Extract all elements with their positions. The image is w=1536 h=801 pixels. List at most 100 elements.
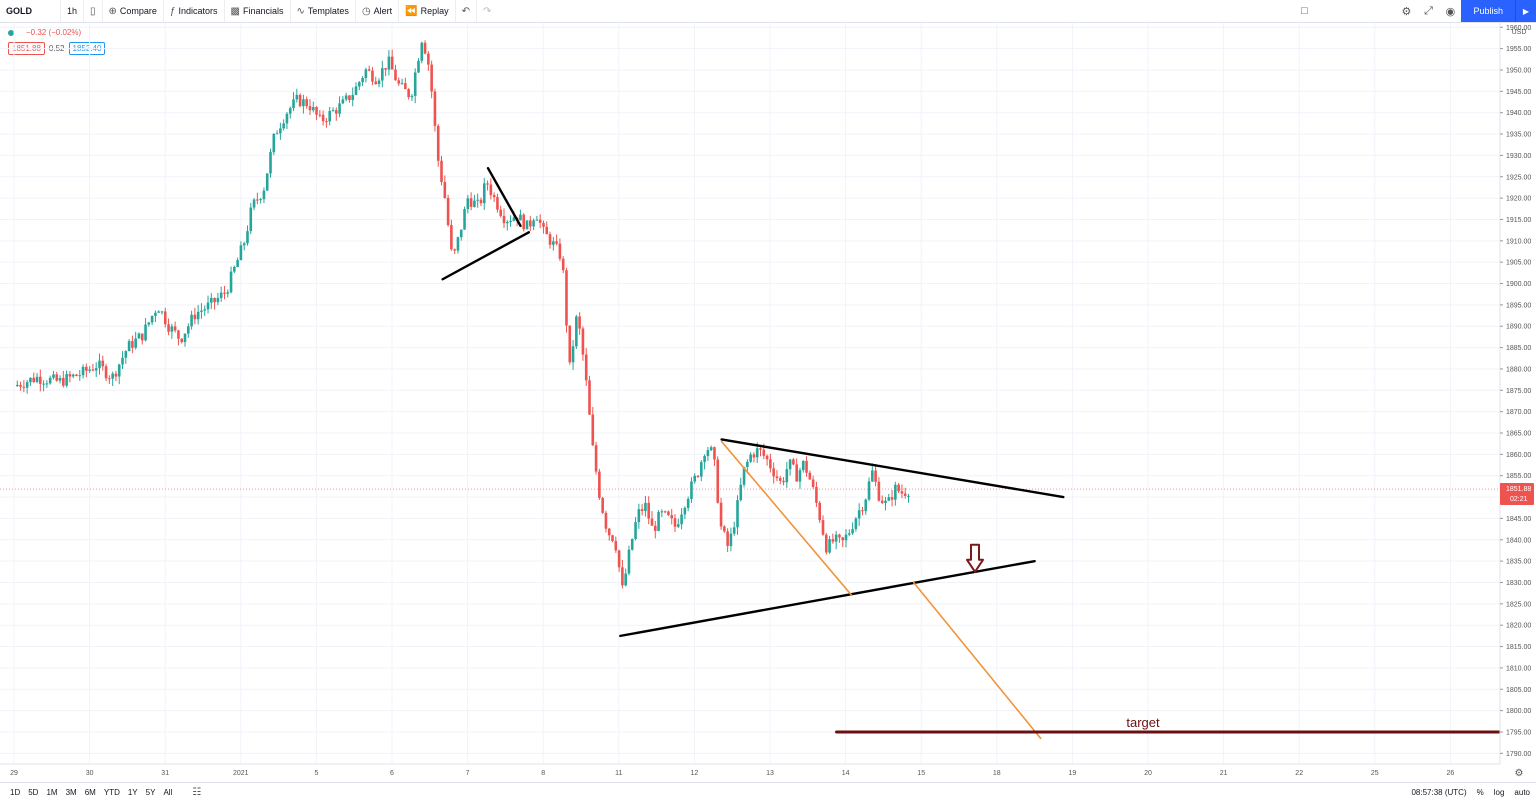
price-tick-label: 1845.00 — [1506, 516, 1531, 523]
range-all[interactable]: All — [163, 787, 173, 797]
projection-leg-1[interactable] — [720, 440, 853, 597]
candle-body — [55, 374, 59, 381]
price-tick-label: 1835.00 — [1506, 559, 1531, 566]
candle-body — [703, 456, 706, 463]
candle-body — [173, 326, 177, 331]
time-tick-label: 18 — [993, 770, 1001, 777]
candle-body — [407, 89, 410, 98]
play-button[interactable]: ▶ — [1515, 0, 1536, 22]
candle-body — [45, 383, 49, 385]
candle-body — [854, 518, 858, 530]
candle-body — [400, 83, 404, 85]
candle-body — [256, 199, 259, 201]
price-tick-label: 1810.00 — [1506, 665, 1531, 672]
candle-body — [660, 511, 664, 513]
redo-button[interactable]: ↷ — [477, 0, 497, 22]
candle-body — [22, 386, 26, 388]
candle-body — [32, 377, 36, 382]
candle-body — [358, 82, 361, 87]
price-tick-label: 1920.00 — [1506, 196, 1531, 203]
replay-button[interactable]: ⏪ Replay — [399, 0, 456, 22]
candle-body — [848, 533, 851, 535]
symbol-label: GOLD — [6, 6, 32, 16]
auto-toggle[interactable]: auto — [1514, 787, 1530, 797]
undo-button[interactable]: ↶ — [456, 0, 478, 22]
play-icon: ▶ — [1522, 6, 1530, 16]
price-axis[interactable] — [1500, 23, 1536, 782]
candle-body — [302, 99, 305, 107]
candle-body — [571, 346, 575, 363]
range-1m[interactable]: 1M — [46, 787, 58, 797]
price-tick-label: 1795.00 — [1506, 729, 1531, 736]
candle-body — [808, 472, 812, 480]
publish-button[interactable]: Publish — [1461, 0, 1515, 22]
alarm-clock-icon: ◷ — [361, 5, 371, 17]
snapshot-button[interactable]: ◉ — [1439, 0, 1461, 22]
indicators-button[interactable]: ƒ Indicators — [164, 0, 225, 22]
clock-time[interactable]: 08:57:38 (UTC) — [1411, 787, 1467, 797]
compare-button[interactable]: ⊕ Compare — [103, 0, 164, 22]
templates-button[interactable]: ∿ Templates — [291, 0, 356, 22]
candle-body — [236, 260, 239, 267]
candle-body — [690, 481, 693, 499]
bottom-bar: 1D 5D 1M 3M 6M YTD 1Y 5Y All ☷ 08:57:38 (UTC) % … — [0, 782, 1536, 801]
candle-body — [522, 214, 526, 230]
candle-body — [601, 497, 604, 513]
candle-body — [219, 292, 223, 298]
price-chart[interactable]: target USD 1790.00 1795.00 1800.00 1805.00 18… — [0, 0, 1536, 782]
symbol-search[interactable]: GOLD — [0, 0, 61, 22]
candle-body — [749, 454, 752, 462]
range-5d[interactable]: 5D — [28, 787, 39, 797]
price-tick-label: 1815.00 — [1506, 644, 1531, 651]
replay-label: Replay — [420, 6, 449, 16]
candle-body — [111, 373, 114, 379]
candle-body — [196, 311, 200, 320]
candle-body — [778, 478, 782, 481]
bottom-right: 08:57:38 (UTC) % log auto — [1411, 783, 1530, 801]
price-tick-label: 1840.00 — [1506, 537, 1531, 544]
price-tick-label: 1865.00 — [1506, 431, 1531, 438]
time-tick-label: 12 — [691, 770, 699, 777]
range-6m[interactable]: 6M — [84, 787, 96, 797]
range-1d[interactable]: 1D — [10, 787, 21, 797]
candle-body — [821, 520, 825, 535]
range-3m[interactable]: 3M — [65, 787, 77, 797]
date-range-button[interactable]: ☷ — [192, 787, 201, 798]
candle-body — [670, 515, 674, 519]
candle-body — [512, 217, 516, 221]
pennant-upper-trendline[interactable] — [486, 167, 522, 228]
triangle-lower-trendline[interactable] — [619, 559, 1036, 638]
candle-body — [591, 414, 595, 446]
log-toggle[interactable]: log — [1493, 787, 1505, 797]
financials-button[interactable]: ▩ Financials — [225, 0, 291, 22]
layout-button[interactable]: □ — [1293, 0, 1315, 22]
alert-button[interactable]: ◷ Alert — [356, 0, 400, 22]
chart-type-button[interactable]: ▯ — [84, 0, 103, 22]
candle-body — [318, 114, 322, 116]
projection-leg-2[interactable] — [912, 581, 1042, 740]
price-tick-label: 1890.00 — [1506, 324, 1531, 331]
candle-body — [529, 220, 532, 227]
candle-body — [367, 69, 371, 71]
candle-body — [476, 199, 479, 201]
triangle-upper-trendline[interactable] — [720, 438, 1065, 499]
pennant-lower-trendline[interactable] — [441, 231, 531, 281]
candle-body — [170, 326, 174, 332]
axis-settings-icon[interactable]: ⚙ — [1515, 768, 1524, 779]
candle-body — [545, 226, 549, 235]
settings-button[interactable]: ⚙ — [1395, 0, 1417, 22]
percent-toggle[interactable]: % — [1476, 787, 1484, 797]
range-ytd[interactable]: YTD — [103, 787, 120, 797]
candle-body — [65, 374, 68, 386]
interval-button[interactable]: 1h — [61, 0, 85, 22]
range-1y[interactable]: 1Y — [127, 787, 138, 797]
range-5y[interactable]: 5Y — [145, 787, 156, 797]
candle-body — [555, 241, 558, 244]
candle-body — [157, 311, 160, 313]
candle-body — [785, 469, 789, 483]
candle-body — [450, 225, 453, 250]
fullscreen-button[interactable]: ⤢ — [1417, 0, 1439, 22]
candle-body — [144, 324, 147, 341]
candle-body — [630, 538, 634, 550]
candle-body — [581, 328, 585, 355]
